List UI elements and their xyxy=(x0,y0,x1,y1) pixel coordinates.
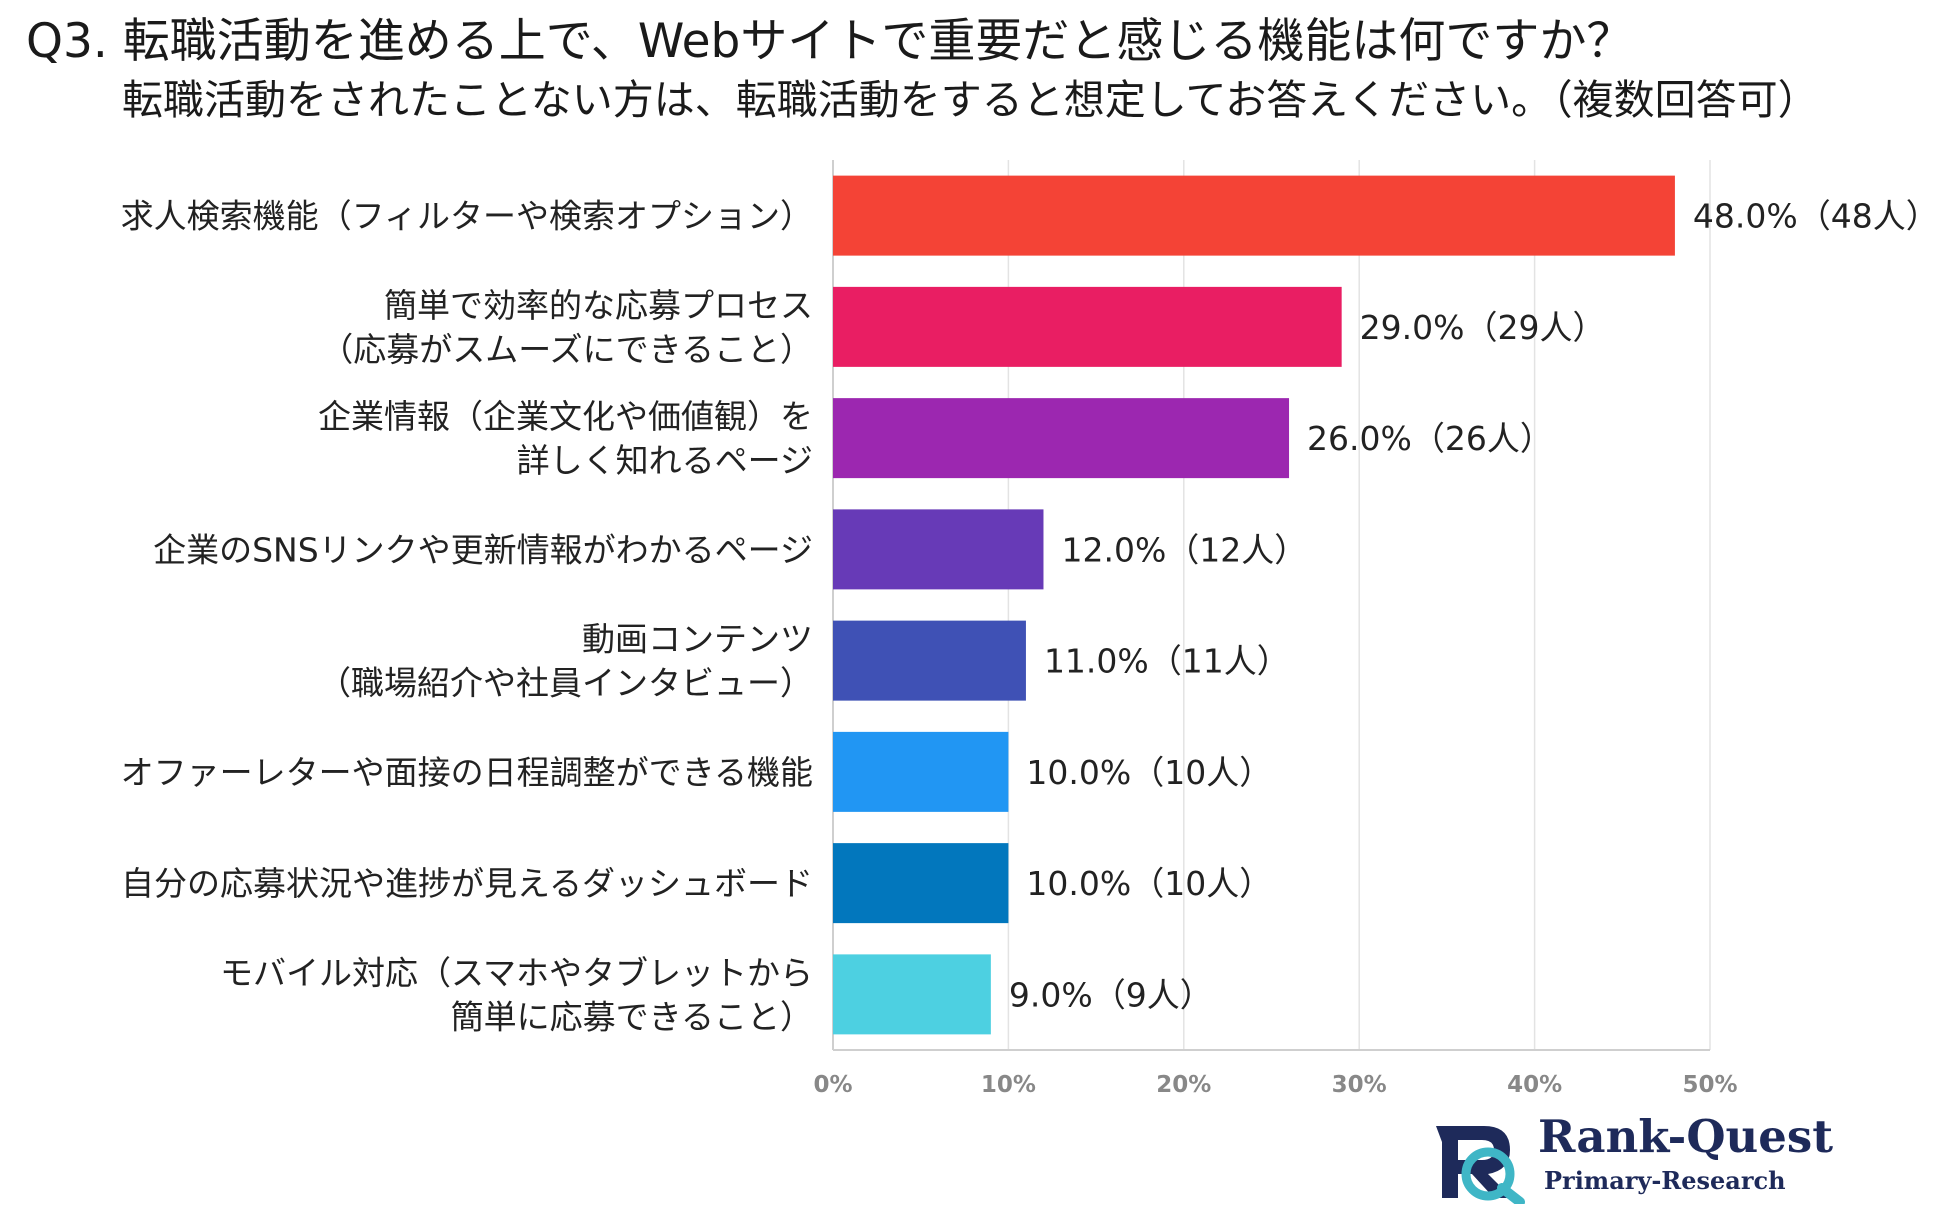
category-label: 簡単に応募できること） xyxy=(451,997,813,1036)
data-label: 48.0%（48人） xyxy=(1693,197,1939,236)
data-label: 10.0%（10人） xyxy=(1026,864,1272,903)
category-label: 求人検索機能（フィルターや検索オプション） xyxy=(121,197,813,236)
bar xyxy=(833,398,1290,479)
bar xyxy=(833,954,991,1035)
bar xyxy=(833,175,1675,256)
rank-quest-logo: Rank-Quest Primary-Research xyxy=(1432,1110,1833,1207)
logo-name: Rank-Quest xyxy=(1538,1110,1834,1163)
category-label: （応募がスムーズにできること） xyxy=(320,330,813,369)
category-label: 自分の応募状況や進捗が見えるダッシュボード xyxy=(121,864,813,903)
data-label: 12.0%（12人） xyxy=(1061,530,1307,569)
x-tick-label: 30% xyxy=(1332,1072,1387,1098)
title-line-2: 転職活動をされたことない方は、転職活動をすると想定してお答えください。（複数回答… xyxy=(122,76,1819,124)
x-tick-label: 10% xyxy=(981,1072,1036,1098)
category-label: 動画コンテンツ xyxy=(582,620,813,659)
x-tick-label: 20% xyxy=(1156,1072,1211,1098)
data-label: 10.0%（10人） xyxy=(1026,753,1272,792)
category-label: （職場紹介や社員インタビュー） xyxy=(318,664,813,703)
rank-quest-logo-mark-icon xyxy=(1436,1126,1525,1207)
data-label: 26.0%（26人） xyxy=(1307,419,1553,458)
bar xyxy=(833,620,1026,701)
bar xyxy=(833,843,1009,924)
data-label: 11.0%（11人） xyxy=(1044,642,1290,681)
category-label: 企業のSNSリンクや更新情報がわかるページ xyxy=(153,530,813,569)
bar xyxy=(833,509,1044,590)
bar xyxy=(833,731,1009,812)
category-label: 詳しく知れるページ xyxy=(517,441,813,480)
category-label: 簡単で効率的な応募プロセス xyxy=(384,286,813,325)
x-tick-label: 0% xyxy=(813,1072,852,1098)
bar xyxy=(833,286,1342,367)
data-label: 29.0%（29人） xyxy=(1360,308,1606,347)
category-label: 企業情報（企業文化や価値観）を xyxy=(318,397,813,436)
category-label: オファーレターや面接の日程調整ができる機能 xyxy=(121,753,813,792)
logo-tagline: Primary-Research xyxy=(1544,1166,1786,1195)
data-label: 9.0%（9人） xyxy=(1009,975,1213,1014)
title-line-1: Q3. 転職活動を進める上で、Webサイトで重要だと感じる機能は何ですか？ xyxy=(26,14,1634,69)
chart-title: Q3. 転職活動を進める上で、Webサイトで重要だと感じる機能は何ですか？ 転職… xyxy=(0,0,1950,140)
x-tick-label: 40% xyxy=(1507,1072,1562,1098)
category-label: モバイル対応（スマホやタブレットから xyxy=(220,953,813,992)
x-tick-label: 50% xyxy=(1682,1072,1737,1098)
